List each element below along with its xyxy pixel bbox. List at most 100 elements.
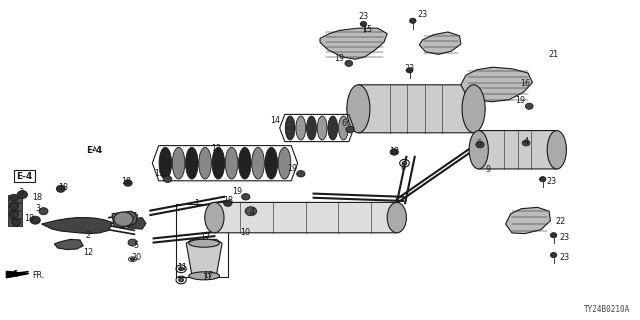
- Ellipse shape: [285, 116, 295, 140]
- Ellipse shape: [186, 147, 198, 179]
- Ellipse shape: [10, 203, 19, 210]
- Ellipse shape: [296, 171, 305, 177]
- Ellipse shape: [189, 272, 220, 280]
- Ellipse shape: [317, 116, 327, 140]
- Polygon shape: [205, 203, 406, 233]
- Ellipse shape: [172, 147, 185, 179]
- Ellipse shape: [212, 147, 225, 179]
- Polygon shape: [54, 239, 83, 250]
- Ellipse shape: [387, 203, 406, 233]
- Text: 4: 4: [250, 208, 255, 217]
- Ellipse shape: [346, 126, 355, 133]
- Text: TY24B0210A: TY24B0210A: [584, 305, 630, 314]
- Ellipse shape: [522, 140, 530, 146]
- Polygon shape: [461, 67, 532, 102]
- Text: FR.: FR.: [32, 271, 45, 280]
- Text: 9: 9: [485, 165, 490, 174]
- Text: 12: 12: [83, 248, 93, 257]
- Ellipse shape: [56, 185, 65, 192]
- Ellipse shape: [410, 18, 416, 23]
- Ellipse shape: [476, 141, 484, 148]
- Text: 3: 3: [36, 204, 41, 212]
- Text: 20: 20: [131, 253, 141, 262]
- Text: 21: 21: [548, 50, 559, 59]
- Ellipse shape: [265, 147, 278, 179]
- Polygon shape: [112, 211, 138, 228]
- Ellipse shape: [403, 161, 407, 165]
- Text: 22: 22: [555, 217, 565, 226]
- Polygon shape: [6, 271, 29, 278]
- Ellipse shape: [10, 211, 19, 218]
- Ellipse shape: [179, 267, 184, 271]
- Ellipse shape: [159, 147, 172, 179]
- Ellipse shape: [199, 147, 211, 179]
- Ellipse shape: [30, 216, 40, 224]
- Ellipse shape: [239, 147, 251, 179]
- Polygon shape: [8, 203, 22, 210]
- Text: 19: 19: [287, 164, 297, 172]
- Text: 6: 6: [341, 119, 346, 128]
- Text: 19: 19: [515, 96, 525, 105]
- Text: 10: 10: [240, 228, 250, 237]
- Ellipse shape: [252, 147, 264, 179]
- Polygon shape: [419, 32, 461, 54]
- Text: 15: 15: [362, 25, 372, 34]
- Text: 18: 18: [32, 193, 42, 202]
- Text: 23: 23: [404, 64, 415, 73]
- Ellipse shape: [328, 116, 338, 140]
- Text: 1: 1: [194, 199, 199, 208]
- Ellipse shape: [10, 194, 19, 201]
- Ellipse shape: [245, 207, 257, 216]
- Text: 18: 18: [58, 183, 68, 192]
- Ellipse shape: [39, 208, 48, 215]
- Ellipse shape: [296, 116, 306, 140]
- Polygon shape: [506, 207, 550, 234]
- Ellipse shape: [189, 239, 220, 247]
- Text: 3: 3: [19, 188, 24, 197]
- Text: 6: 6: [476, 139, 481, 148]
- Polygon shape: [8, 211, 22, 218]
- Polygon shape: [128, 218, 146, 229]
- Polygon shape: [42, 218, 112, 234]
- Text: 23: 23: [559, 253, 570, 262]
- Ellipse shape: [179, 278, 184, 282]
- Ellipse shape: [124, 180, 132, 186]
- Ellipse shape: [360, 21, 367, 27]
- Text: 17: 17: [203, 271, 213, 280]
- Text: 16: 16: [520, 79, 530, 88]
- Text: 14: 14: [270, 116, 280, 125]
- Text: 11: 11: [177, 263, 188, 272]
- Ellipse shape: [205, 203, 224, 233]
- Text: 18: 18: [24, 214, 35, 223]
- Text: 13: 13: [211, 144, 221, 153]
- Text: 2: 2: [86, 231, 91, 240]
- Ellipse shape: [525, 103, 533, 109]
- Ellipse shape: [550, 233, 557, 238]
- Text: 17: 17: [200, 233, 210, 242]
- Text: 19: 19: [154, 169, 164, 178]
- Ellipse shape: [462, 85, 485, 133]
- Ellipse shape: [225, 147, 238, 179]
- Ellipse shape: [406, 68, 413, 73]
- Ellipse shape: [278, 147, 291, 179]
- Ellipse shape: [345, 60, 353, 67]
- Polygon shape: [320, 28, 387, 59]
- Polygon shape: [347, 85, 485, 133]
- Text: 18: 18: [121, 177, 131, 186]
- Polygon shape: [8, 195, 22, 202]
- Ellipse shape: [550, 252, 557, 258]
- Ellipse shape: [114, 212, 133, 227]
- Text: 23: 23: [417, 10, 428, 19]
- Ellipse shape: [17, 191, 28, 198]
- Text: 18: 18: [223, 196, 233, 205]
- Ellipse shape: [390, 149, 398, 155]
- Text: 23: 23: [547, 177, 557, 186]
- Text: 7: 7: [132, 212, 137, 221]
- Ellipse shape: [339, 116, 348, 140]
- Ellipse shape: [128, 239, 137, 246]
- Text: 23: 23: [358, 12, 369, 21]
- Ellipse shape: [242, 194, 250, 200]
- Text: 8: 8: [401, 163, 406, 172]
- Polygon shape: [8, 219, 22, 226]
- Ellipse shape: [347, 85, 370, 133]
